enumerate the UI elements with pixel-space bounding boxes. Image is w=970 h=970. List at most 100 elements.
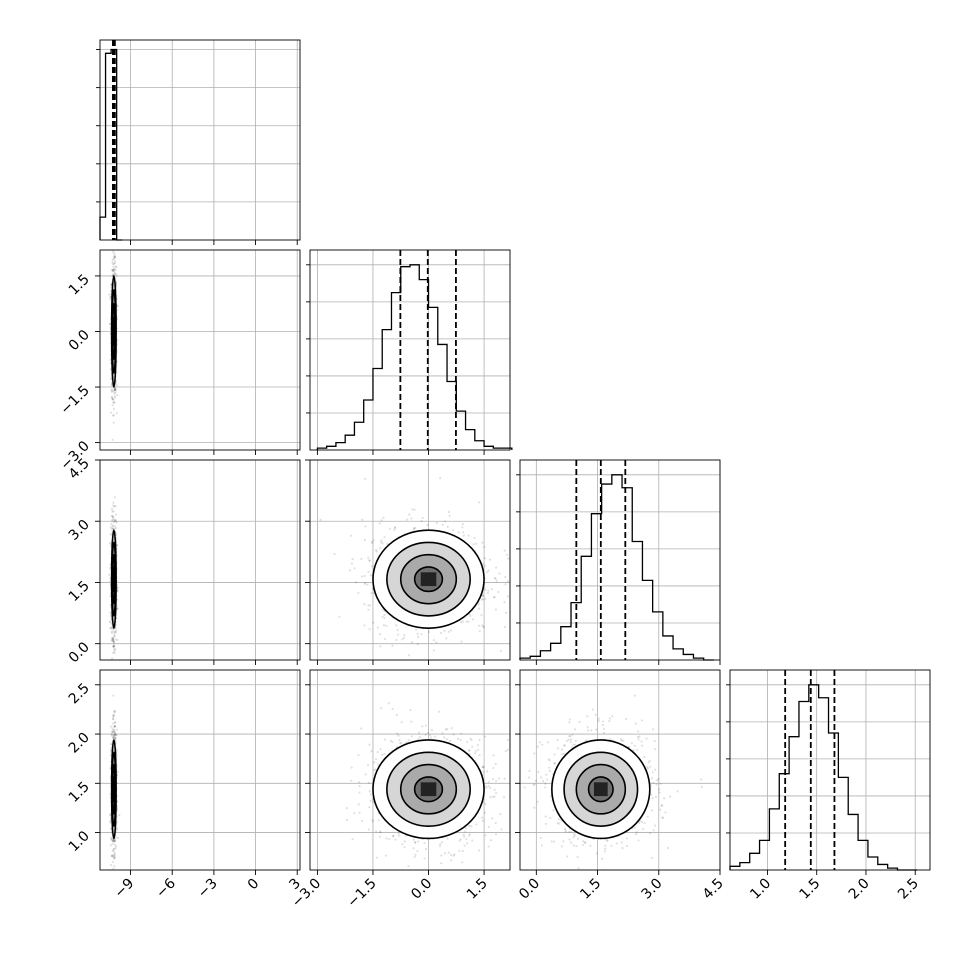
scatter-point: [478, 849, 481, 852]
scatter-point: [113, 389, 116, 392]
scatter-point: [112, 258, 115, 261]
scatter-point: [113, 505, 116, 508]
scatter-point: [424, 724, 428, 727]
scatter-point: [349, 534, 353, 537]
scatter-point: [494, 833, 498, 836]
scatter-point: [462, 531, 465, 534]
scatter-point: [396, 628, 399, 632]
scatter-point: [112, 520, 116, 523]
scatter-point: [430, 728, 434, 732]
scatter-point: [646, 815, 649, 818]
scatter-point: [111, 657, 114, 660]
scatter-point: [375, 856, 378, 859]
scatter-point: [446, 728, 449, 731]
scatter-point: [374, 768, 377, 771]
scatter-point: [395, 624, 398, 627]
scatter-point: [504, 583, 507, 586]
scatter-point: [371, 818, 374, 821]
scatter-point: [369, 573, 372, 577]
scatter-point: [636, 736, 640, 739]
scatter-point: [112, 645, 115, 648]
scatter-point: [112, 414, 115, 417]
scatter-point: [110, 639, 113, 642]
scatter-point: [111, 260, 114, 264]
scatter-point: [113, 733, 117, 736]
scatter-point: [113, 721, 116, 724]
scatter-point: [111, 730, 114, 733]
scatter-point: [112, 667, 114, 669]
scatter-point: [381, 615, 384, 618]
scatter-point: [499, 812, 502, 816]
scatter-point: [537, 771, 540, 774]
scatter-point: [391, 741, 394, 744]
scatter-point: [384, 854, 387, 857]
scatter-point: [556, 738, 559, 742]
scatter-point: [112, 640, 115, 643]
scatter-point: [112, 262, 115, 265]
scatter-point: [484, 834, 487, 837]
scatter-point: [381, 608, 384, 611]
scatter-point: [383, 637, 387, 641]
scatter-point: [473, 536, 476, 540]
scatter-point: [116, 589, 119, 592]
scatter-point: [376, 626, 379, 629]
scatter-point: [452, 854, 455, 857]
scatter-point: [113, 736, 116, 739]
grid: [730, 670, 930, 870]
scatter-point: [113, 854, 116, 858]
scatter-point: [414, 526, 417, 530]
scatter-point: [626, 844, 629, 848]
scatter-point: [468, 749, 471, 752]
scatter-point: [115, 629, 118, 632]
scatter-point: [568, 838, 571, 841]
scatter-point: [448, 664, 450, 666]
scatter-point: [381, 542, 384, 545]
scatter-point: [651, 728, 655, 731]
scatter-point: [398, 739, 401, 742]
scatter-point: [383, 738, 386, 741]
scatter-point: [113, 856, 116, 859]
scatter-point: [478, 754, 481, 757]
scatter-point: [433, 735, 436, 738]
panel-frame: [309, 249, 511, 451]
scatter-point: [563, 752, 566, 755]
scatter-point: [483, 735, 487, 738]
scatter-point: [493, 576, 496, 580]
scatter-point: [110, 383, 113, 386]
scatter-point: [113, 256, 117, 259]
scatter-point: [111, 388, 114, 391]
scatter-point: [464, 830, 467, 833]
scatter-point: [111, 627, 114, 630]
scatter-point: [364, 525, 367, 528]
panel-frame: [99, 459, 301, 661]
marginal-panel-3: [726, 669, 931, 875]
joint-panel-1-3: [305, 669, 511, 875]
scatter-point: [116, 304, 120, 308]
scatter-point: [109, 792, 112, 796]
scatter-point: [112, 389, 115, 393]
scatter-point: [112, 645, 115, 648]
scatter-point: [367, 608, 370, 611]
scatter-point: [482, 625, 485, 628]
scatter-point: [383, 616, 386, 620]
scatter-point: [114, 737, 117, 740]
scatter-point: [111, 268, 115, 272]
scatter-point: [114, 736, 117, 740]
scatter-point: [487, 589, 490, 592]
scatter-point: [482, 770, 485, 773]
scatter-point: [113, 254, 116, 257]
scatter-point: [111, 860, 115, 863]
scatter-point: [471, 745, 474, 748]
scatter-point: [110, 630, 114, 633]
scatter-point: [113, 725, 116, 728]
scatter-point: [465, 837, 468, 840]
scatter-point: [113, 865, 116, 868]
scatter-point: [370, 540, 373, 544]
scatter-point: [450, 859, 453, 862]
scatter-point: [358, 785, 361, 788]
scatter-point: [503, 625, 507, 628]
scatter-point: [112, 270, 115, 273]
scatter-point: [109, 533, 112, 536]
joint-panel-1-2: [305, 459, 511, 666]
scatter-point: [494, 566, 498, 569]
